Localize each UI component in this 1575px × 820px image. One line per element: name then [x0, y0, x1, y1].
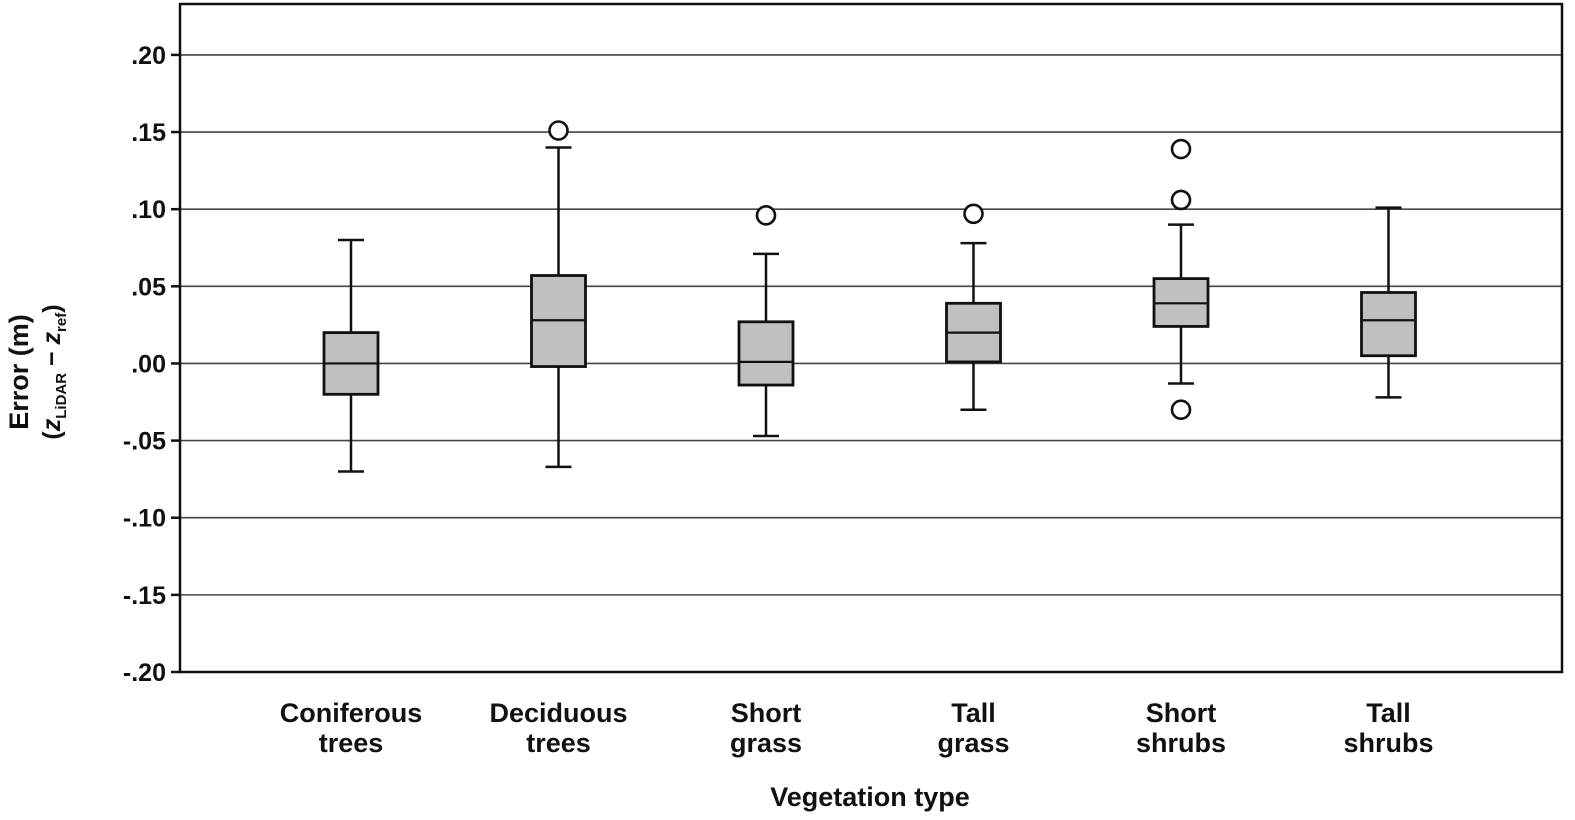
iqr-box [1360, 291, 1417, 358]
outlier-point [963, 203, 984, 225]
outlier-point [1170, 399, 1192, 421]
box-coniferous-trees [322, 238, 380, 473]
y-tick-label: -.20 [123, 659, 166, 687]
y-tick-label: .20 [131, 42, 166, 70]
y-formula-close: ) [38, 304, 66, 312]
x-axis-category-labels: ConiferoustreesDeciduoustreesShortgrassT… [280, 698, 1434, 758]
x-category-label: shrubs [1136, 728, 1226, 758]
y-formula-minus: − [38, 344, 66, 373]
y-formula-open: ( [38, 431, 66, 440]
box-tall-shrubs [1360, 206, 1417, 399]
y-formula-var1: z [38, 418, 66, 432]
x-category-label: shrubs [1343, 728, 1433, 758]
y-formula-var2: z [38, 331, 66, 345]
box-tall-grass [945, 203, 1002, 411]
x-category-label: Tall [951, 698, 996, 728]
x-category-label: Short [1146, 698, 1217, 728]
plot-frame [178, 2, 1564, 674]
y-tick-label: -.10 [123, 505, 166, 533]
y-axis-ticks: .20 .15 .10 .05 .00 -.05 -.10 -.15 -.20 [123, 42, 180, 687]
y-tick-label: -.05 [123, 428, 166, 456]
outlier-point [755, 205, 777, 226]
outlier-point [1170, 138, 1192, 160]
iqr-box [737, 320, 795, 387]
y-tick-label: .10 [131, 196, 166, 224]
y-tick-label: .15 [131, 119, 166, 147]
x-category-label: trees [526, 728, 591, 758]
x-category-label: Tall [1366, 698, 1411, 728]
y-axis-title-main: Error (m) [4, 314, 34, 430]
y-tick-label: .05 [131, 273, 166, 301]
boxes [322, 120, 1417, 473]
outlier-point [548, 120, 569, 141]
y-tick-label: -.15 [123, 582, 166, 610]
outlier-point [1170, 189, 1192, 211]
y-axis-title-formula: (zLiDAR − zref) [38, 304, 70, 439]
x-category-label: grass [937, 728, 1009, 758]
box-deciduous-trees [530, 120, 587, 469]
box-short-shrubs [1152, 138, 1210, 421]
gridlines [180, 54, 1562, 596]
y-formula-sub2: ref [53, 312, 70, 332]
x-axis-title: Vegetation type [770, 782, 970, 812]
y-axis-title: Error (m) (zLiDAR − zref) [4, 304, 70, 439]
y-formula-sub1: LiDAR [53, 373, 70, 419]
x-category-label: Deciduous [489, 698, 627, 728]
y-tick-label: .00 [131, 350, 166, 378]
x-category-label: Coniferous [280, 698, 423, 728]
x-category-label: grass [730, 728, 802, 758]
x-category-label: trees [319, 728, 384, 758]
x-category-label: Short [731, 698, 802, 728]
box-short-grass [737, 205, 795, 438]
